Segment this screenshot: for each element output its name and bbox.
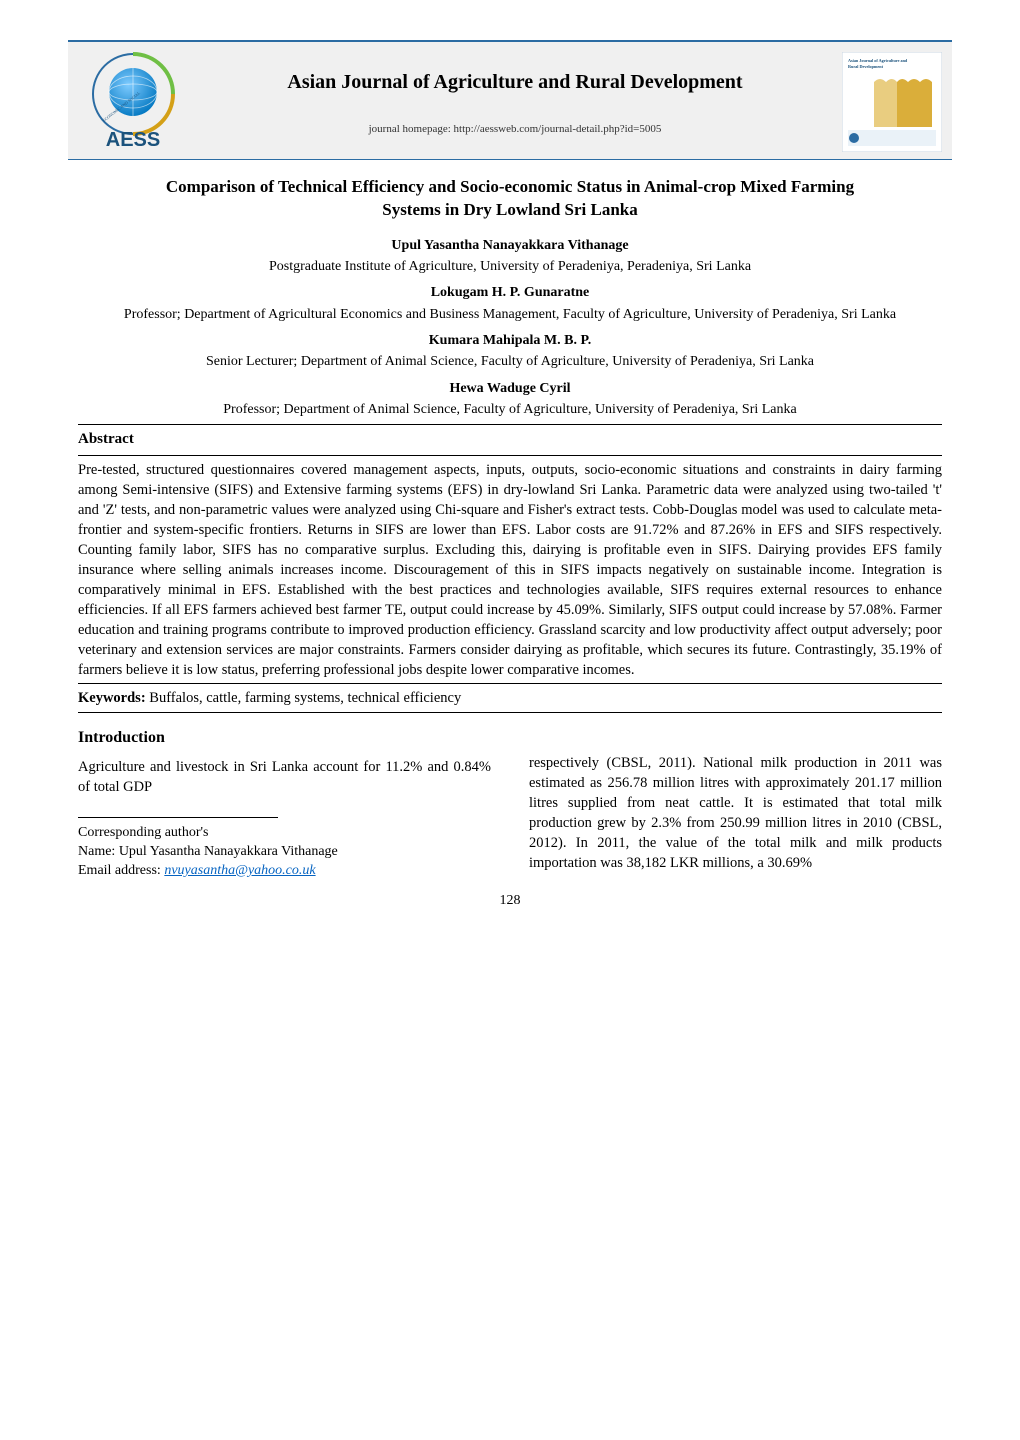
- footnote-email-label: Email address:: [78, 863, 164, 878]
- footnote-divider: [78, 817, 278, 818]
- author-affiliation: Postgraduate Institute of Agriculture, U…: [88, 257, 932, 277]
- journal-homepage: journal homepage: http://aessweb.com/jou…: [198, 122, 832, 138]
- divider: [78, 683, 942, 684]
- abstract-heading: Abstract: [78, 429, 942, 451]
- author-affiliation: Professor; Department of Animal Science,…: [88, 400, 932, 420]
- intro-right-text: respectively (CBSL, 2011). National milk…: [529, 753, 942, 873]
- column-right: respectively (CBSL, 2011). National milk…: [529, 727, 942, 881]
- authors-block: Upul Yasantha Nanayakkara Vithanage Post…: [88, 236, 932, 420]
- author-name: Hewa Waduge Cyril: [88, 379, 932, 399]
- aess-logo: AESS ECONOMIC AND SOCIAL: [78, 52, 188, 152]
- footnote: Corresponding author's Name: Upul Yasant…: [78, 824, 491, 881]
- body-columns: Introduction Agriculture and livestock i…: [78, 727, 942, 881]
- keywords: Keywords: Buffalos, cattle, farming syst…: [78, 688, 942, 709]
- column-left: Introduction Agriculture and livestock i…: [78, 727, 491, 881]
- keywords-label: Keywords:: [78, 690, 146, 706]
- divider: [78, 424, 942, 425]
- author-name: Kumara Mahipala M. B. P.: [88, 331, 932, 351]
- divider: [78, 455, 942, 456]
- footnote-line1: Corresponding author's: [78, 824, 491, 843]
- journal-header: AESS ECONOMIC AND SOCIAL Asian Journal o…: [68, 40, 952, 160]
- journal-name: Asian Journal of Agriculture and Rural D…: [198, 68, 832, 97]
- abstract-body: Pre-tested, structured questionnaires co…: [78, 460, 942, 680]
- keywords-text: Buffalos, cattle, farming systems, techn…: [146, 690, 462, 706]
- svg-text:Asian Journal of Agriculture a: Asian Journal of Agriculture and: [848, 58, 908, 63]
- author-affiliation: Senior Lecturer; Department of Animal Sc…: [88, 352, 932, 372]
- intro-left-text: Agriculture and livestock in Sri Lanka a…: [78, 757, 491, 797]
- paper-title: Comparison of Technical Efficiency and S…: [138, 176, 882, 222]
- cover-thumb: Asian Journal of Agriculture and Rural D…: [842, 52, 942, 152]
- author-name: Lokugam H. P. Gunaratne: [88, 283, 932, 303]
- author-affiliation: Professor; Department of Agricultural Ec…: [88, 305, 932, 325]
- footnote-line2: Name: Upul Yasantha Nanayakkara Vithanag…: [78, 843, 491, 862]
- intro-heading: Introduction: [78, 727, 491, 749]
- page-number: 128: [78, 891, 942, 911]
- author-name: Upul Yasantha Nanayakkara Vithanage: [88, 236, 932, 256]
- aess-logo-text: AESS: [106, 129, 160, 151]
- footnote-email-link[interactable]: nvuyasantha@yahoo.co.uk: [164, 863, 315, 878]
- divider: [78, 712, 942, 713]
- svg-text:Rural Development: Rural Development: [848, 64, 884, 69]
